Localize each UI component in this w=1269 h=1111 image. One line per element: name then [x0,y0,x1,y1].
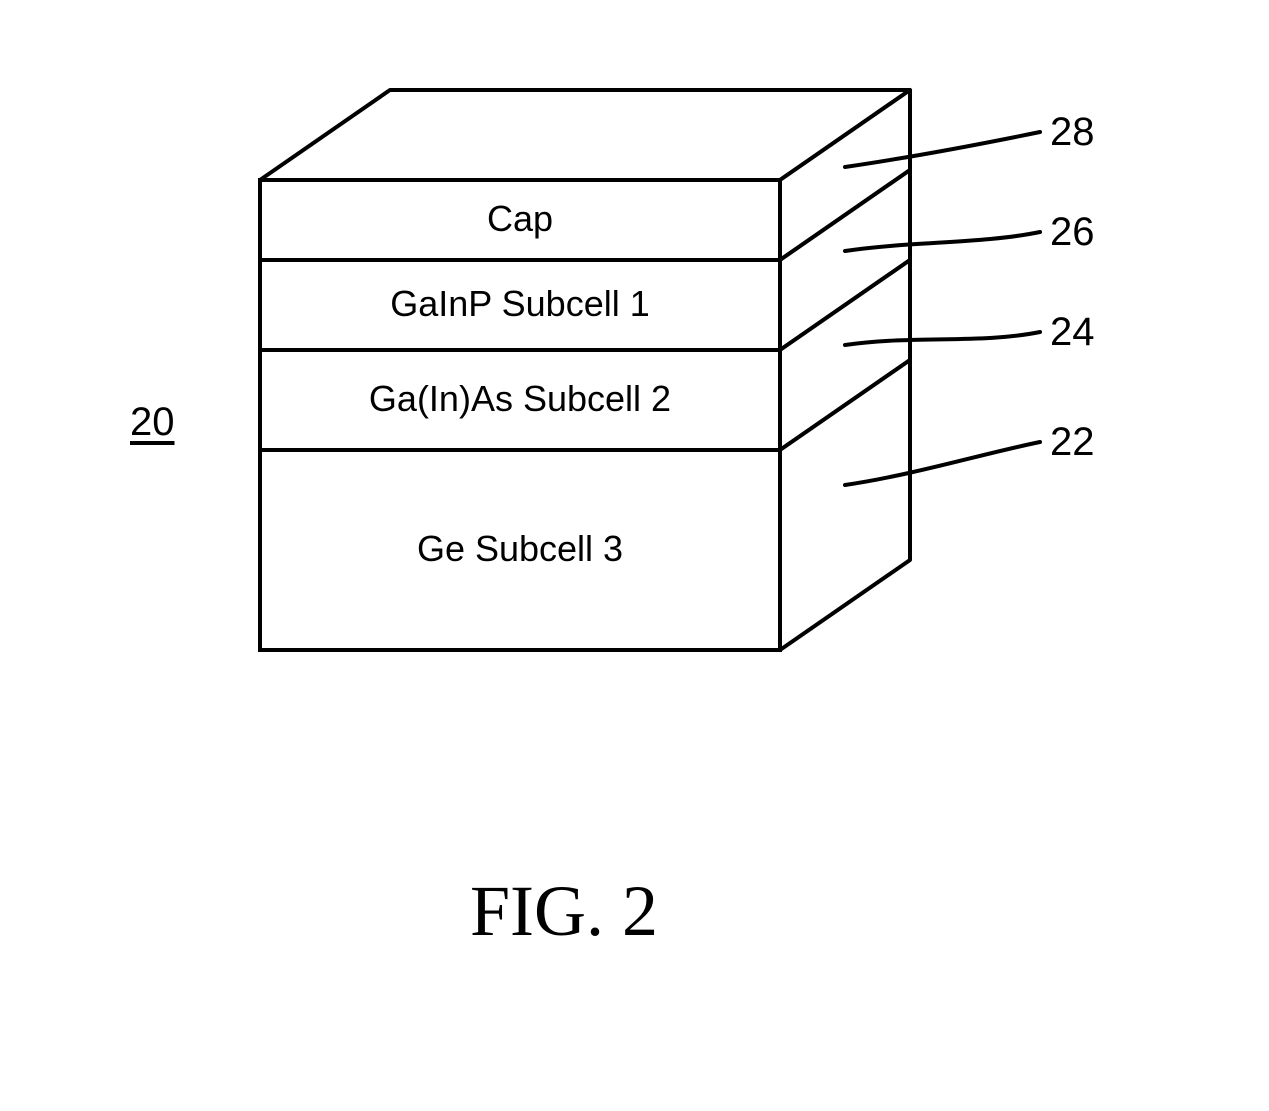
layer-label-cap: Cap [260,198,780,240]
figure-stage: 20 FIG. 2 Cap GaInP Subcell 1 Ga(In)As S… [0,0,1269,1111]
figure-caption: FIG. 2 [470,870,658,953]
layer-label-subcell3: Ge Subcell 3 [260,528,780,570]
layer-label-subcell1: GaInP Subcell 1 [260,283,780,325]
ref-28: 28 [1050,110,1095,155]
layer-label-subcell2: Ga(In)As Subcell 2 [260,378,780,420]
ref-26: 26 [1050,210,1095,255]
ref-22: 22 [1050,420,1095,465]
structure-id: 20 [130,400,175,445]
ref-24: 24 [1050,310,1095,355]
